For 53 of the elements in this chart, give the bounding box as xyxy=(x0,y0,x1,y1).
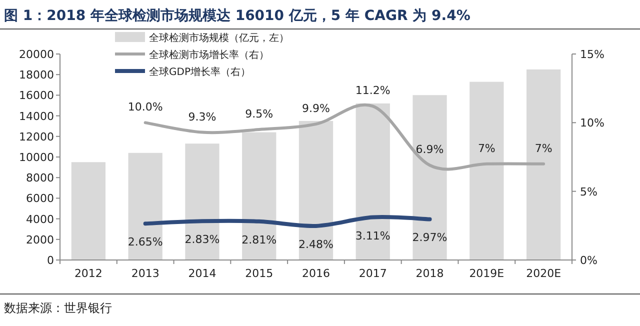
legend-label: 全球GDP增长率（右） xyxy=(149,66,250,78)
y-tick-label: 2000 xyxy=(26,233,54,246)
y-tick-label: 20000 xyxy=(19,48,54,61)
x-tick-label: 2016 xyxy=(302,267,330,280)
bar xyxy=(185,144,220,260)
data-label: 9.5% xyxy=(245,108,274,121)
data-label: 7% xyxy=(534,142,552,155)
x-tick-label: 2017 xyxy=(358,267,387,280)
y2-tick-label: 10% xyxy=(580,116,604,130)
bar xyxy=(298,120,334,260)
data-label: 9.9% xyxy=(302,102,330,116)
y-tick-label: 4000 xyxy=(26,212,54,226)
data-label: 3.11% xyxy=(355,229,390,242)
x-tick-label: 2012 xyxy=(74,267,102,280)
data-label: 2.81% xyxy=(242,233,277,246)
y2-tick-label: 15% xyxy=(580,48,604,61)
data-label: 2.65% xyxy=(128,236,163,249)
line-series xyxy=(143,215,432,228)
source-note: 数据来源：世界银行 xyxy=(4,301,112,315)
data-label: 2.48% xyxy=(298,238,334,251)
data-label: 2.97% xyxy=(412,231,448,244)
x-tick-label: 2015 xyxy=(245,267,274,280)
x-tick-label: 2020E xyxy=(526,267,562,280)
legend-label: 全球检测市场规模（亿元，左） xyxy=(149,32,289,44)
y2-tick-label: 5% xyxy=(580,185,598,198)
y-tick-label: 0 xyxy=(47,254,54,267)
bar xyxy=(412,95,447,260)
x-tick-label: 2014 xyxy=(188,267,216,280)
y-tick-label: 10000 xyxy=(19,151,54,164)
data-label: 2.83% xyxy=(184,233,220,246)
bar xyxy=(242,132,276,260)
bar xyxy=(128,152,162,260)
y-tick-label: 18000 xyxy=(19,68,54,82)
data-label: 7% xyxy=(478,142,496,155)
chart-title: 图 1：2018 年全球检测市场规模达 16010 亿元，5 年 CAGR 为 9.4% xyxy=(4,7,470,24)
y-tick-label: 14000 xyxy=(19,110,54,123)
y-tick-label: 6000 xyxy=(26,192,54,206)
bar xyxy=(356,103,390,260)
bar xyxy=(71,162,106,260)
legend-label: 全球检测市场增长率（右） xyxy=(149,49,269,61)
y-tick-label: 16000 xyxy=(19,89,54,102)
bar xyxy=(526,69,561,260)
bar xyxy=(470,82,504,260)
y-tick-label: 12000 xyxy=(19,130,54,144)
x-tick-label: 2019E xyxy=(469,267,504,280)
y-tick-label: 8000 xyxy=(26,172,54,185)
data-label: 10.0% xyxy=(128,100,163,114)
x-tick-label: 2018 xyxy=(416,267,444,280)
x-tick-label: 2013 xyxy=(131,267,160,280)
data-label: 6.9% xyxy=(416,143,444,156)
data-label: 11.2% xyxy=(355,84,390,98)
data-label: 9.3% xyxy=(188,110,216,124)
y2-tick-label: 0% xyxy=(580,254,598,267)
